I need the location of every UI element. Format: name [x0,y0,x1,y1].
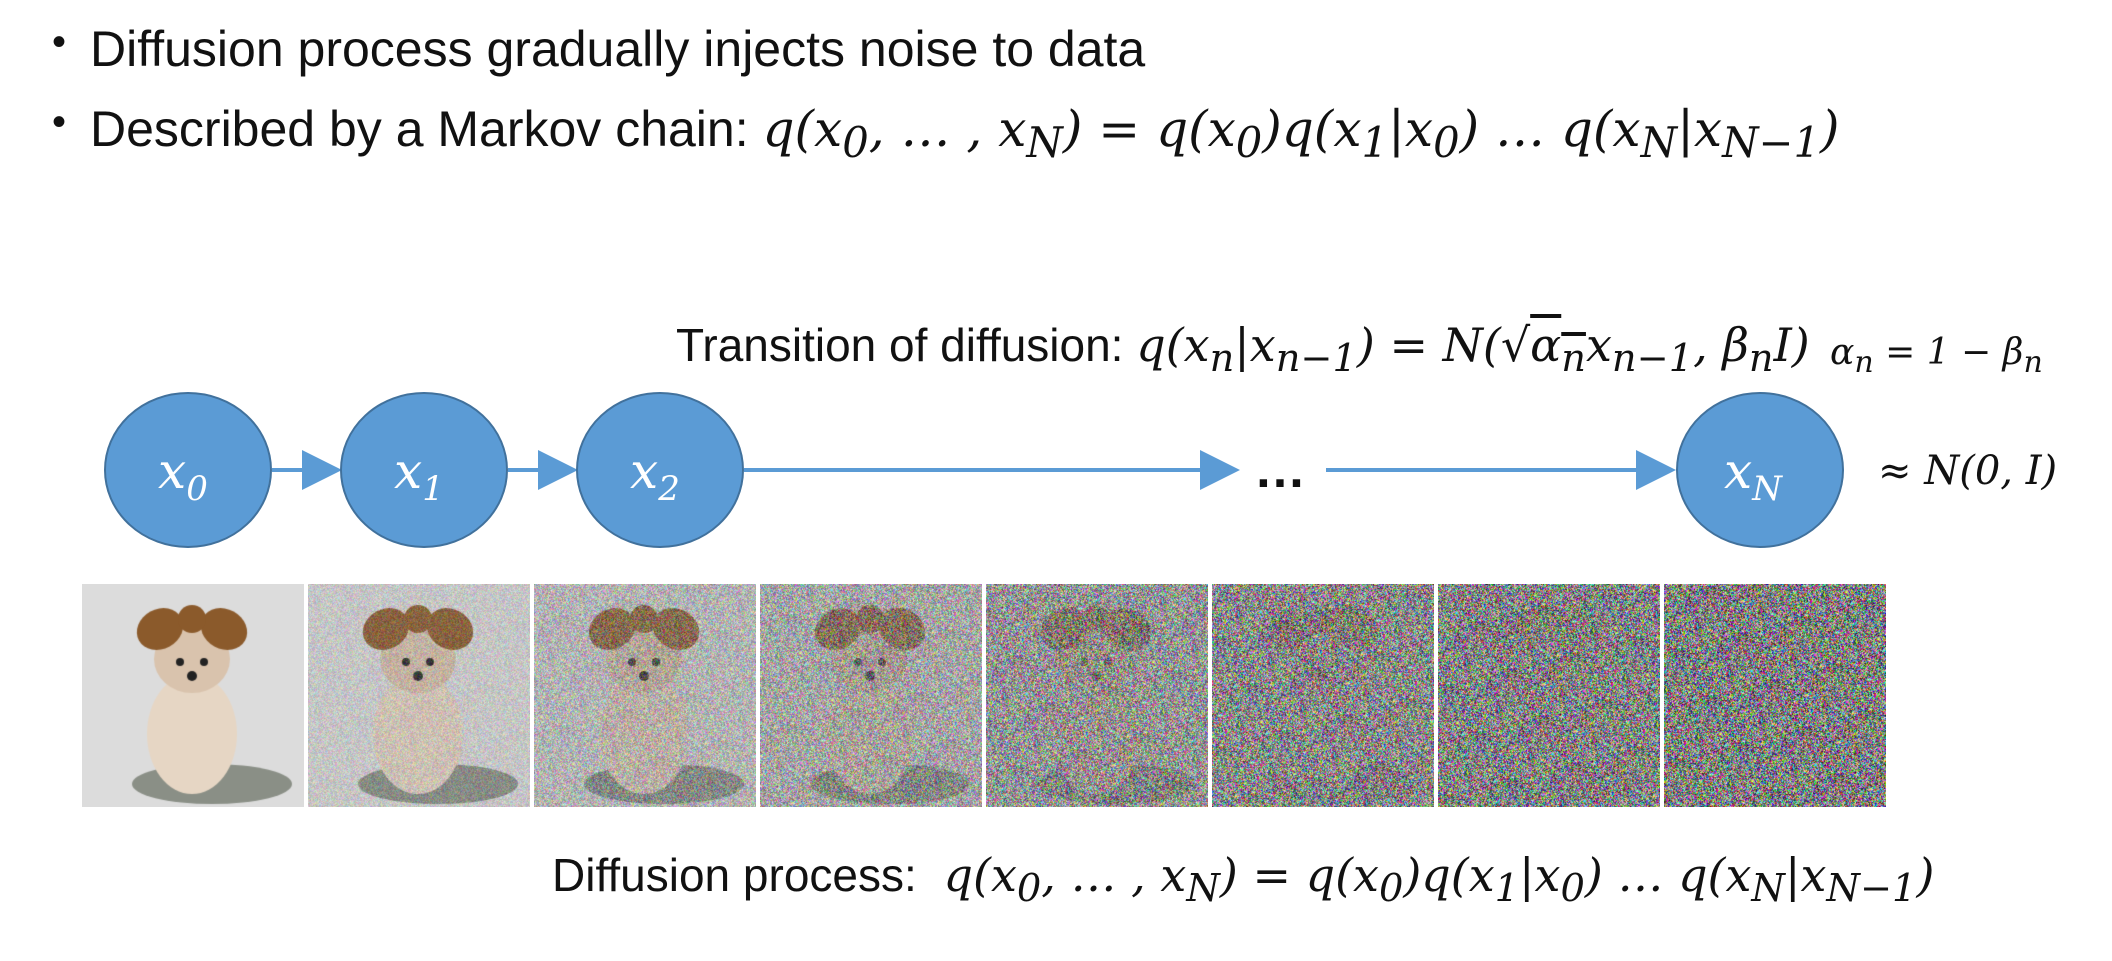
noise-tile [986,584,1208,807]
transition-caption: Transition of diffusion: q(xn|xn−1) = N(… [676,318,1810,381]
noise-tile [308,584,530,807]
diffusion-caption-label: Diffusion process: [552,849,917,901]
diffusion-caption-formula: q(x0, … , xN) = q(x0)q(x1|x0) … q(xN|xN−… [943,848,1935,912]
noise-tile [1438,584,1660,807]
bullet-2: • Described by a Markov chain: q(x0, … ,… [52,100,1840,167]
noise-tile [82,584,304,807]
bullet-1: • Diffusion process gradually injects no… [52,20,1146,78]
bullet-dot-icon: • [52,20,67,64]
node-x2-label: x2 [630,442,680,509]
noise-tile [534,584,756,807]
node-x1 [340,392,508,548]
node-x0 [104,392,272,548]
chain-ellipsis: … [1254,441,1306,499]
transition-formula: q(xn|xn−1) = N(√αnxn−1, βnI) [1136,318,1810,382]
transition-label: Transition of diffusion: [676,319,1137,371]
bullet-2-prefix: Described by a Markov chain: [90,101,763,157]
limit-distribution: ≈ N(0, I) [1878,448,2058,494]
markov-chain-formula: q(x0, … , xN) = q(x0)q(x1|x0) … q(xN|xN−… [762,100,1840,167]
alpha-definition: αn = 1 − βn [1830,332,2043,381]
noise-tile [1664,584,1886,807]
node-xN [1676,392,1844,548]
node-x2 [576,392,744,548]
noise-tile [760,584,982,807]
diffusion-caption: Diffusion process: q(x0, … , xN) = q(x0)… [552,848,1934,911]
bullet-1-text: Diffusion process gradually injects nois… [90,21,1146,77]
bullet-dot-icon: • [52,100,67,144]
noise-tile [1212,584,1434,807]
